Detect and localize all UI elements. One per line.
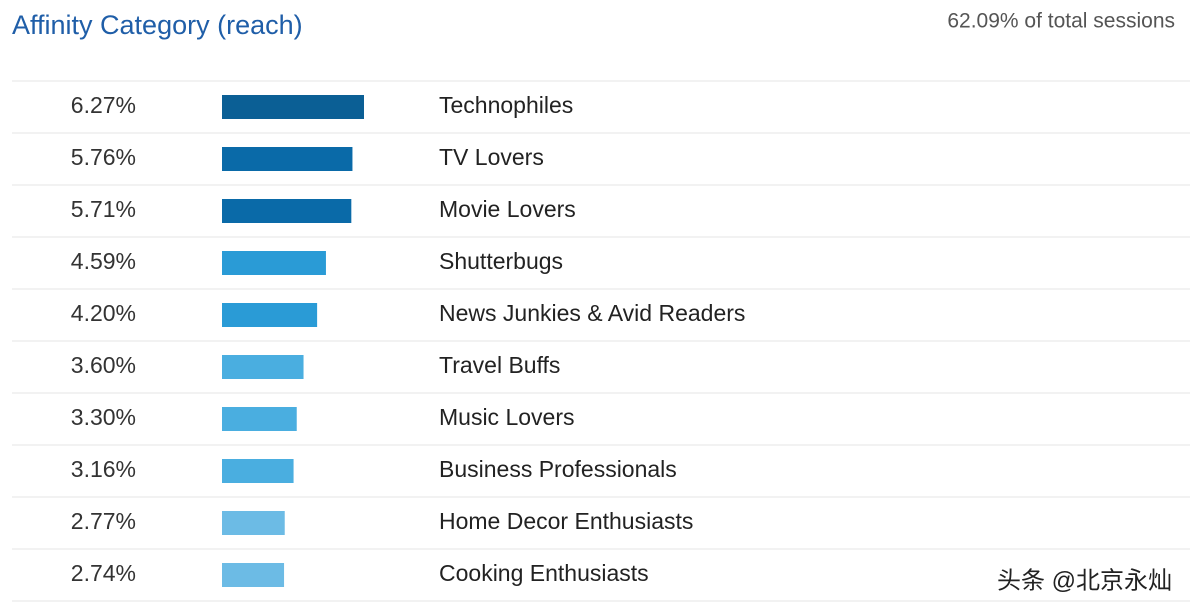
watermark: 头条 @北京永灿 <box>997 567 1172 594</box>
value-label: 2.74% <box>71 560 136 586</box>
category-label: Shutterbugs <box>439 248 563 274</box>
value-label: 3.16% <box>71 456 136 482</box>
bar <box>222 459 294 483</box>
category-label: Music Lovers <box>439 404 574 430</box>
value-label: 5.71% <box>71 196 136 222</box>
category-label: Home Decor Enthusiasts <box>439 508 693 534</box>
bar <box>222 251 326 275</box>
category-label: Travel Buffs <box>439 352 560 378</box>
category-label: Movie Lovers <box>439 196 576 222</box>
category-label: Cooking Enthusiasts <box>439 560 649 586</box>
category-label: Technophiles <box>439 92 573 118</box>
value-label: 3.60% <box>71 352 136 378</box>
bar <box>222 511 285 535</box>
value-label: 3.30% <box>71 404 136 430</box>
bar <box>222 199 352 223</box>
value-label: 4.59% <box>71 248 136 274</box>
bar <box>222 407 297 431</box>
category-label: Business Professionals <box>439 456 677 482</box>
category-label: News Junkies & Avid Readers <box>439 300 745 326</box>
category-label: TV Lovers <box>439 144 544 170</box>
bar <box>222 355 304 379</box>
chart-title: Affinity Category (reach) <box>12 10 303 40</box>
bar <box>222 563 285 587</box>
chart-subtitle: 62.09% of total sessions <box>947 10 1175 33</box>
value-label: 4.20% <box>71 300 136 326</box>
bar <box>222 95 364 119</box>
value-label: 6.27% <box>71 92 136 118</box>
value-label: 2.77% <box>71 508 136 534</box>
value-label: 5.76% <box>71 144 136 170</box>
bar <box>222 147 353 171</box>
bar <box>222 303 318 327</box>
